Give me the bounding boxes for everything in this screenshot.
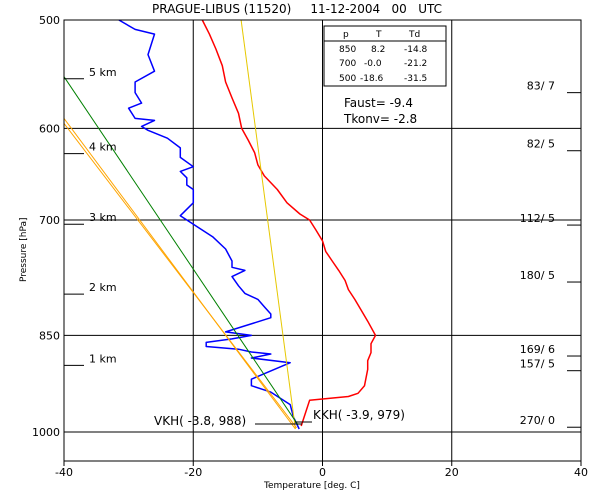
table-cell: 700 [339,59,356,69]
table-cell: 8.2 [371,45,385,55]
x-tick-label: 40 [574,466,588,479]
wind-markers: 83/ 7 82/ 5 112/ 5 180/ 5 169/ 6 157/ 5 270/ 0 [520,80,581,428]
tkonv-index: Tkonv= -2.8 [343,112,417,126]
height-marker-label: 5 km [89,66,117,79]
table-header-t: T [375,30,382,40]
x-axis-ticks: -40 -20 0 20 40 [55,461,588,479]
y-tick-label: 500 [39,14,60,27]
height-marker-label: 3 km [89,211,117,224]
wind-marker-label: 112/ 5 [520,212,555,225]
height-marker-label: 4 km [89,141,117,154]
y-tick-label: 1000 [32,426,60,439]
table-cell: -21.2 [404,59,427,69]
table-cell: -18.6 [360,74,384,84]
y-axis-label: Pressure [hPa] [19,217,29,282]
wind-marker-label: 82/ 5 [527,138,555,151]
table-cell: -31.5 [404,74,427,84]
wind-marker-label: 83/ 7 [527,80,555,93]
x-tick-label: 0 [319,466,326,479]
table-cell: 850 [339,45,356,55]
series-line-5 [64,123,297,427]
y-tick-label: 700 [39,214,60,227]
series-line-1 [119,20,299,429]
table-cell: 500 [339,74,356,84]
x-tick-label: -40 [55,466,73,479]
x-axis-label: Temperature [deg. C] [263,481,360,491]
height-marker-label: 2 km [89,281,117,294]
wind-marker-label: 270/ 0 [520,414,555,427]
wind-marker-label: 157/ 5 [520,358,555,371]
height-marker-label: 1 km [89,352,117,365]
table-header-p: p [343,30,349,40]
y-tick-label: 600 [39,122,60,135]
table-header-td: Td [408,30,420,40]
height-markers: 5 km 4 km 3 km 2 km 1 km [64,66,117,366]
kkh-label: KKH( -3.9, 979) [313,408,405,422]
faust-index: Faust= -9.4 [344,96,413,110]
values-table: p T Td 850 8.2 -14.8 700 -0.0 -21.2 500 … [324,26,446,86]
wind-marker-label: 180/ 5 [520,269,555,282]
x-tick-label: -20 [184,466,202,479]
wind-marker-label: 169/ 6 [520,343,555,356]
vkh-label: VKH( -3.8, 988) [154,414,246,428]
series-line-3 [64,77,298,425]
y-tick-label: 850 [39,329,60,342]
y-axis-ticks: 500 600 700 850 1000 [32,14,60,439]
chart-title: PRAGUE-LIBUS (11520) 11-12-2004 00 UTC [152,2,442,16]
table-cell: -14.8 [404,45,428,55]
x-tick-label: 20 [445,466,459,479]
table-cell: -0.0 [364,59,382,69]
